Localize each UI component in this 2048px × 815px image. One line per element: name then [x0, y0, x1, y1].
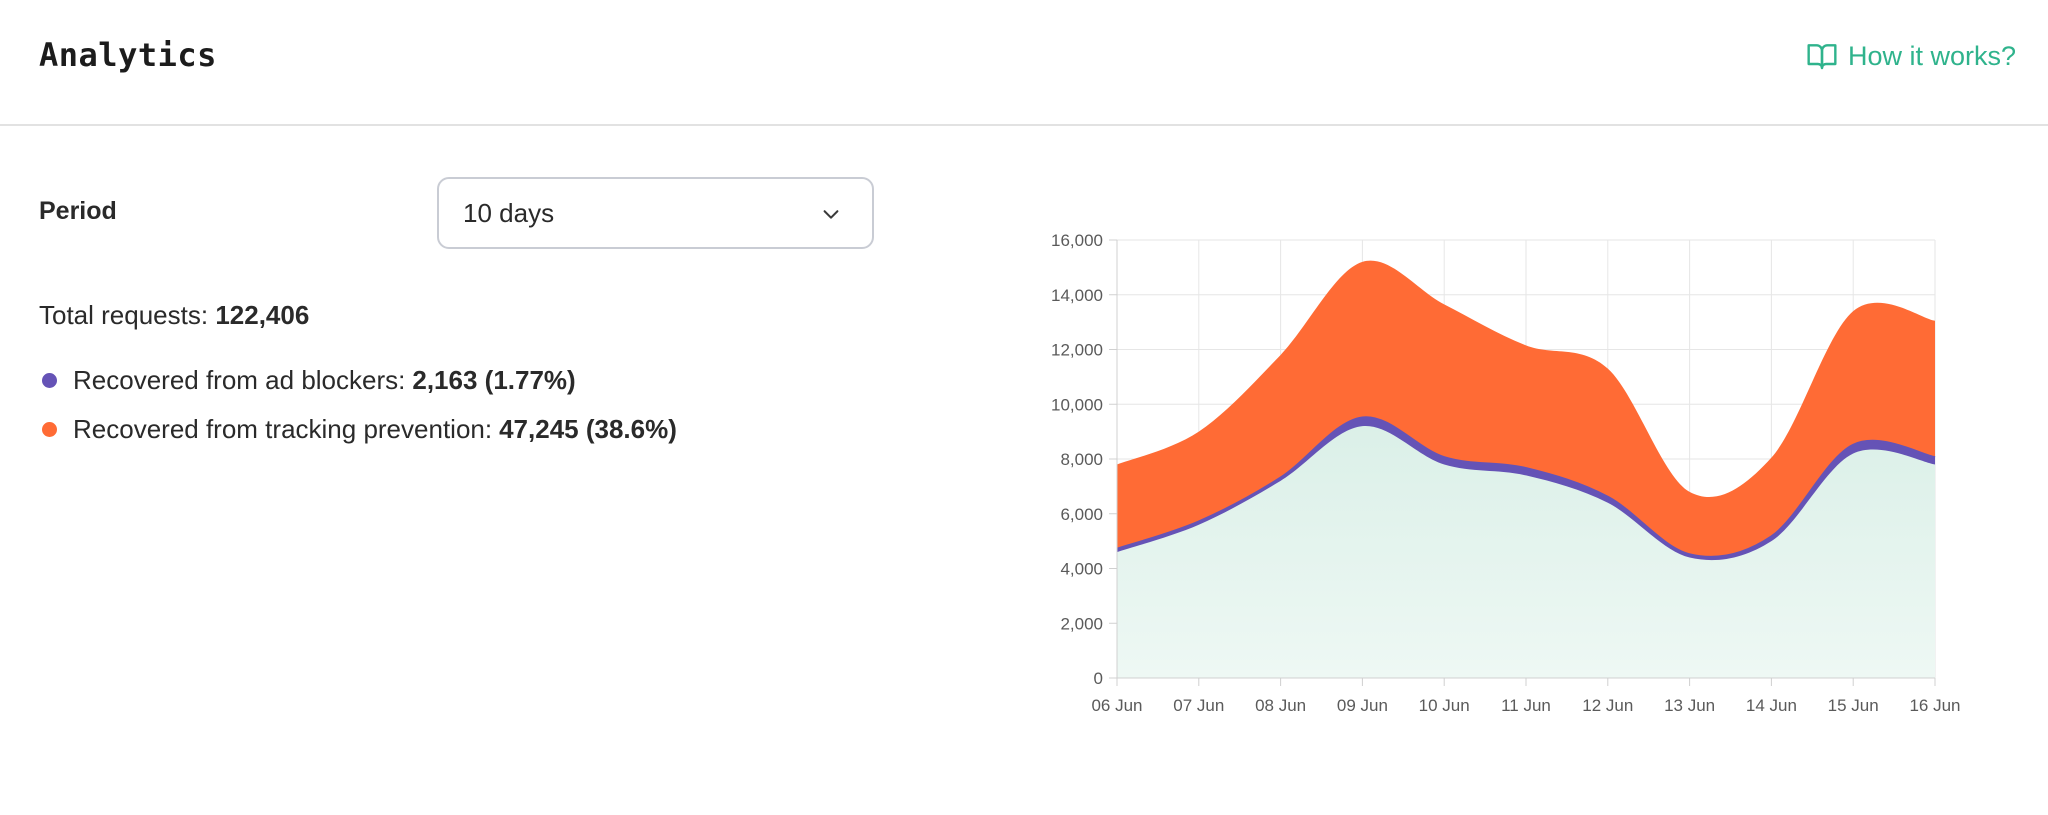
period-select[interactable]: 10 days [437, 177, 874, 249]
total-requests: Total requests: 122,406 [39, 300, 309, 331]
tracking-prevention-dot-icon [42, 422, 57, 437]
requests-area-chart: 0 2,000 4,000 6,000 8,000 10,000 12,000 14,000 1… [1051, 231, 1961, 715]
x-tick-label: 09 Jun [1337, 696, 1388, 715]
y-tick-label: 0 [1094, 669, 1103, 688]
area-series-0 [1117, 425, 1935, 678]
tracking-prevention-value: 47,245 (38.6%) [499, 414, 677, 444]
how-it-works-link[interactable]: How it works? [1806, 40, 2016, 72]
period-label: Period [39, 197, 117, 225]
x-tick-label: 16 Jun [1909, 696, 1960, 715]
page-title: Analytics [39, 36, 217, 74]
page-header: Analytics How it works? [0, 0, 2048, 126]
tracking-prevention-label: Recovered from tracking prevention: [73, 414, 493, 444]
y-tick-label: 12,000 [1051, 341, 1103, 360]
ad-blockers-value: 2,163 (1.77%) [412, 365, 576, 395]
total-requests-value: 122,406 [215, 300, 310, 330]
y-tick-label: 16,000 [1051, 231, 1103, 250]
x-tick-label: 12 Jun [1582, 696, 1633, 715]
area-edge-series-1 [1116, 416, 1936, 559]
x-tick-label: 15 Jun [1828, 696, 1879, 715]
x-tick-label: 14 Jun [1746, 696, 1797, 715]
x-tick-label: 10 Jun [1419, 696, 1470, 715]
y-tick-label: 6,000 [1060, 505, 1103, 524]
chevron-down-icon [823, 210, 839, 219]
period-selected-value: 10 days [463, 197, 555, 228]
total-requests-label: Total requests: [39, 300, 216, 330]
x-tick-label: 08 Jun [1255, 696, 1306, 715]
y-tick-label: 14,000 [1051, 286, 1103, 305]
x-tick-label: 07 Jun [1173, 696, 1224, 715]
x-tick-label: 13 Jun [1664, 696, 1715, 715]
ad-blockers-dot-icon [42, 373, 57, 388]
y-tick-label: 4,000 [1060, 560, 1103, 579]
y-tick-label: 8,000 [1060, 450, 1103, 469]
x-tick-label: 11 Jun [1501, 696, 1551, 715]
legend-item-ad-blockers: Recovered from ad blockers: 2,163 (1.77%… [42, 365, 576, 396]
requests-chart: 0 2,000 4,000 6,000 8,000 10,000 12,000 14,000 1… [1020, 215, 2020, 735]
y-tick-label: 10,000 [1051, 395, 1103, 414]
legend-item-tracking-prevention: Recovered from tracking prevention: 47,2… [42, 414, 677, 445]
x-tick-label: 06 Jun [1091, 696, 1142, 715]
y-tick-label: 2,000 [1060, 614, 1103, 633]
ad-blockers-label: Recovered from ad blockers: [73, 365, 406, 395]
book-open-icon [1807, 44, 1837, 70]
how-it-works-label: How it works? [1847, 40, 2016, 71]
